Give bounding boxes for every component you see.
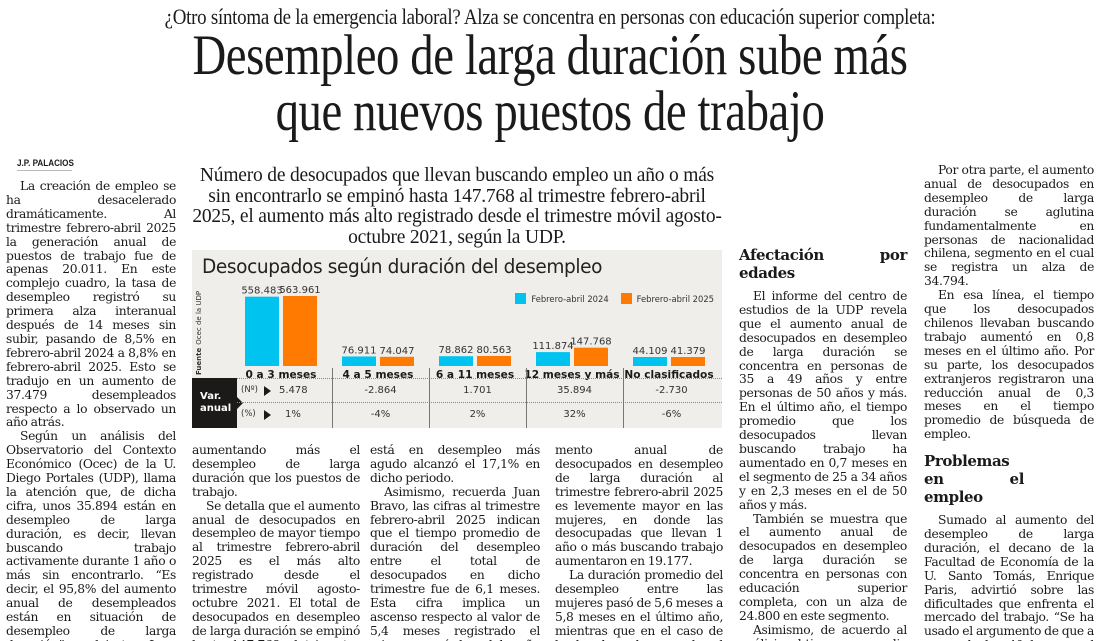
paragraph: En esa línea, el tiempo que los desocupa…	[924, 288, 1094, 442]
bar-2025	[671, 357, 705, 366]
paragraph: La duración promedio del desempleo entre…	[555, 568, 723, 641]
var-percent-cell: 1%	[285, 409, 301, 420]
bar-2025	[380, 356, 414, 366]
var-percent-cell: 2%	[469, 409, 486, 420]
bar-2025	[283, 296, 317, 366]
bar-value-label: 76.911	[342, 345, 377, 356]
headline: Desempleo de larga duración sube más que…	[99, 24, 1001, 143]
paragraph: Asimismo, recuerda Juan Bravo, las cifra…	[370, 484, 540, 641]
var-row-number: (Nº) 5.478 -2.864 1.701 35.894 -2.730	[237, 378, 722, 403]
category-label: 4 a 5 meses	[343, 369, 414, 380]
paragraph: Sumado al aumento del desempleo de larga…	[924, 513, 1094, 641]
legend-swatch-2025	[620, 293, 632, 304]
subheading: Problemas en el empleo	[924, 452, 1024, 507]
var-number-cell: 35.894	[557, 385, 592, 396]
var-number-cell: -2.730	[655, 385, 688, 396]
column-divider	[332, 368, 333, 428]
bar-2024	[342, 356, 376, 366]
var-label-line-2: anual	[200, 402, 232, 414]
bar-2024	[439, 356, 473, 366]
paragraph: Por otra parte, el aumento anual de deso…	[924, 163, 1094, 289]
column-1: La creación de empleo se ha desacelerado…	[6, 179, 176, 641]
var-percent-cell: 32%	[563, 409, 586, 420]
paragraph: Se detalla que el aumento anual de desoc…	[192, 498, 360, 641]
bar-2025	[574, 347, 608, 366]
bar-2024	[245, 296, 279, 366]
paragraph: El informe del centro de estudios de la …	[739, 289, 907, 512]
column-divider	[623, 368, 624, 428]
kicker: ¿Otro síntoma de la emergencia laboral? …	[164, 4, 936, 29]
bar-value-label: 44.109	[633, 346, 668, 357]
paragraph: Asimismo, de acuerdo al análisis, el tie…	[739, 622, 907, 641]
column-divider	[429, 368, 430, 428]
column-6: Por otra parte, el aumento anual de deso…	[924, 163, 1094, 641]
subheading: Afectación por edades	[739, 246, 907, 282]
var-number-cell: 5.478	[279, 385, 308, 396]
column-4: mento anual de desocupados en desempleo …	[555, 443, 723, 641]
var-row-percent: (%) 1% -4% 2% 32% -6%	[237, 403, 722, 428]
bar-2025	[477, 356, 511, 366]
chart-title: Desocupados según duración del desempleo	[202, 255, 603, 278]
paragraph: La creación de empleo se ha desacelerado…	[6, 179, 176, 430]
headline-line-1: Desempleo de larga duración sube más	[192, 24, 908, 87]
byline: J.P. PALACIOS	[17, 158, 74, 168]
byline-rule	[17, 170, 72, 171]
legend-label-2024: Febrero-abril 2024	[531, 293, 609, 304]
bar-2024	[633, 357, 667, 366]
bar-2024	[536, 352, 570, 366]
chart: Desocupados según duración del desempleo…	[192, 250, 722, 428]
deck: Número de desocupados que llevan buscand…	[192, 165, 722, 248]
column-5: Afectación por edades El informe del cen…	[739, 246, 907, 641]
category-label: 0 a 3 meses	[246, 369, 317, 380]
legend-swatch-2024	[515, 293, 527, 304]
column-2: aumentando más el desempleo de larga dur…	[192, 443, 360, 641]
category-label: 12 meses y más	[524, 369, 619, 380]
bar-value-label: 563.961	[279, 285, 320, 296]
paragraph: mento anual de desocupados en desempleo …	[555, 443, 723, 569]
column-3: está en desempleo más agudo alcanzó el 1…	[370, 443, 540, 641]
var-anual-label: Var. anual	[192, 378, 243, 428]
bar-value-label: 111.874	[532, 341, 573, 352]
chart-legend: Febrero-abril 2024 Febrero-abril 2025	[515, 293, 714, 304]
bar-value-label: 74.047	[380, 346, 415, 357]
var-number-cell: -2.864	[364, 385, 397, 396]
bar-value-label: 41.379	[671, 346, 706, 357]
bar-value-label: 558.483	[241, 286, 282, 297]
var-percent-cell: -6%	[661, 409, 682, 420]
row-label-percent: (%)	[241, 409, 256, 419]
var-label-line-1: Var.	[200, 391, 222, 402]
legend-item-2024: Febrero-abril 2024	[515, 293, 609, 304]
var-percent-cell: -4%	[370, 409, 391, 420]
legend-label-2025: Febrero-abril 2025	[636, 293, 714, 304]
bar-value-label: 80.563	[477, 345, 512, 356]
var-number-cell: 1.701	[463, 385, 492, 396]
headline-line-2: que nuevos puestos de trabajo	[275, 80, 825, 143]
legend-item-2025: Febrero-abril 2025	[620, 293, 714, 304]
category-label: No clasificados	[624, 369, 713, 380]
paragraph: aumentando más el desempleo de larga dur…	[192, 443, 360, 499]
bar-value-label: 147.768	[570, 337, 611, 348]
triangle-right-icon	[264, 410, 271, 420]
row-label-number: (Nº)	[241, 385, 258, 395]
paragraph: está en desempleo más agudo alcanzó el 1…	[370, 443, 540, 485]
paragraph: También se muestra que el aumento anual …	[739, 511, 907, 623]
paragraph: Según un análisis del Observatorio del C…	[6, 429, 176, 641]
bar-value-label: 78.862	[439, 345, 474, 356]
column-divider	[526, 368, 527, 428]
triangle-right-icon	[264, 386, 271, 396]
category-label: 6 a 11 meses	[436, 369, 514, 380]
